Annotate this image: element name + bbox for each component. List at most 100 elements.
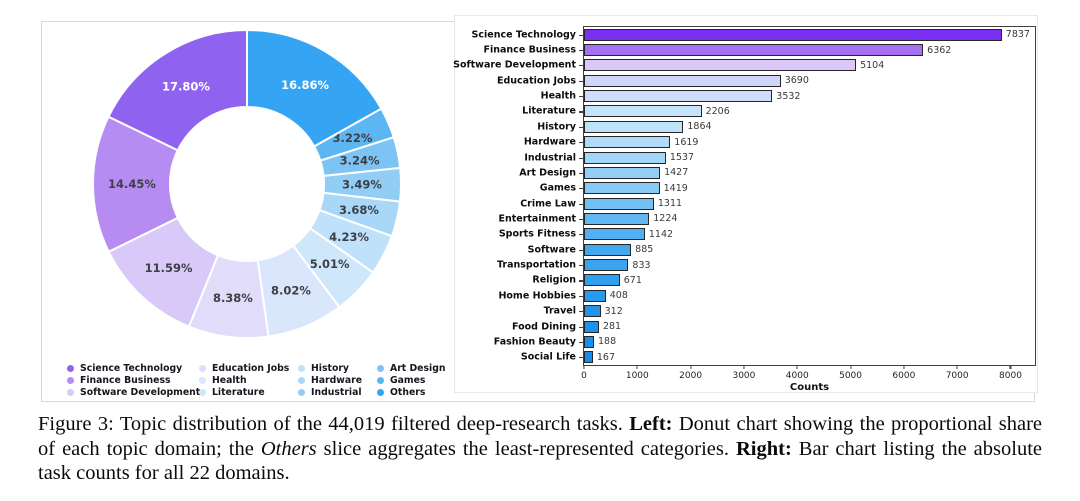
bar-value-label: 885 bbox=[635, 244, 654, 256]
caption-italic-text: Others bbox=[260, 437, 317, 460]
legend-label: Education Jobs bbox=[212, 362, 290, 374]
y-tick-mark bbox=[579, 265, 583, 267]
bar-row: History 1864 bbox=[537, 119, 1035, 134]
legend-swatch-icon bbox=[199, 389, 206, 397]
legend-item: Games bbox=[377, 374, 445, 386]
legend-swatch-icon bbox=[67, 389, 74, 397]
bar-value-label: 1537 bbox=[669, 152, 695, 164]
bar bbox=[584, 28, 1002, 41]
legend-label: Health bbox=[212, 375, 247, 387]
bar-value-label: 1311 bbox=[657, 198, 683, 210]
donut-slice-label: 4.23% bbox=[329, 230, 369, 244]
bar-value-label: 188 bbox=[598, 336, 617, 348]
bar bbox=[584, 305, 601, 318]
bar-value-label: 6362 bbox=[927, 44, 952, 56]
bar-row: Food Dining 281 bbox=[512, 319, 1035, 334]
bar-value-label: 1419 bbox=[663, 182, 688, 194]
bar-row: Health 3532 bbox=[541, 88, 1035, 103]
x-tick-label: 6000 bbox=[892, 371, 916, 381]
bar-category-label: Sports Fitness bbox=[498, 228, 576, 240]
caption-text: Figure 3: Topic distribution of the 44,0… bbox=[38, 413, 630, 435]
caption-text: slice aggregates the least-represented c… bbox=[316, 437, 736, 460]
bar-value-label: 281 bbox=[602, 321, 622, 332]
legend-column: Science Technology Finance Business Softwa… bbox=[67, 362, 200, 399]
bar bbox=[584, 74, 781, 87]
legend-column: Education Jobs Health Literature bbox=[199, 362, 289, 399]
legend-item: Art Design bbox=[377, 362, 445, 374]
legend-item: Health bbox=[199, 374, 289, 386]
bar bbox=[584, 197, 654, 210]
bar bbox=[584, 59, 857, 72]
bar-row: Transportation 833 bbox=[497, 257, 1035, 272]
bar-row: Literature 2206 bbox=[522, 104, 1035, 119]
bar bbox=[584, 351, 593, 364]
y-tick-mark bbox=[579, 218, 583, 221]
donut-slice-label: 16.86% bbox=[281, 78, 329, 92]
x-tick-label: 3000 bbox=[732, 371, 756, 381]
legend-item: Literature bbox=[199, 387, 289, 399]
x-tick-label: 0 bbox=[581, 371, 587, 381]
legend-label: Literature bbox=[212, 387, 265, 399]
x-axis-label: Counts bbox=[789, 382, 830, 393]
bar-category-label: Games bbox=[539, 182, 576, 194]
bar bbox=[584, 182, 660, 195]
y-tick-mark bbox=[579, 203, 583, 205]
x-tick-mark bbox=[850, 365, 852, 369]
caption-text: Donut chart showing the proportional sha… bbox=[38, 413, 1042, 460]
bar-row: Hardware 1619 bbox=[524, 135, 1035, 150]
bar-category-label: Industrial bbox=[524, 152, 576, 164]
legend-label: History bbox=[311, 362, 349, 374]
legend-label: Games bbox=[390, 375, 426, 387]
bar-category-label: Crime Law bbox=[520, 198, 576, 210]
y-tick-mark bbox=[579, 249, 583, 251]
donut-slice-label: 3.49% bbox=[342, 178, 382, 192]
bar-value-label: 1427 bbox=[664, 167, 689, 179]
legend-item: Finance Business bbox=[67, 374, 200, 386]
bar-row: Fashion Beauty 188 bbox=[494, 334, 1035, 349]
bar-row: Software Development 5104 bbox=[453, 58, 1035, 73]
bar-row: Education Jobs 3690 bbox=[497, 73, 1035, 88]
y-tick-mark bbox=[579, 65, 583, 67]
bar bbox=[584, 151, 666, 164]
y-tick-mark bbox=[579, 295, 583, 297]
x-tick-label: 4000 bbox=[785, 371, 809, 381]
bar-row: Entertainment 1224 bbox=[498, 211, 1035, 226]
donut-slice-label: 17.80% bbox=[162, 80, 210, 94]
bar-category-label: Transportation bbox=[496, 259, 576, 271]
caption-bold-text: Right: bbox=[736, 437, 792, 460]
bar-category-label: Entertainment bbox=[498, 213, 576, 225]
legend-item: Hardware bbox=[298, 374, 362, 386]
donut-slice-label: 3.24% bbox=[340, 153, 380, 167]
caption-text: Bar chart listing the absolute task coun… bbox=[38, 437, 1042, 485]
bar-category-label: Education Jobs bbox=[496, 75, 576, 87]
legend-swatch-icon bbox=[377, 389, 384, 397]
x-tick-mark bbox=[583, 365, 585, 369]
bar bbox=[584, 259, 629, 272]
bar-category-label: Home Hobbies bbox=[498, 290, 576, 302]
bar bbox=[584, 212, 650, 225]
legend-swatch-icon bbox=[199, 364, 206, 372]
bar-category-label: Literature bbox=[522, 105, 576, 117]
y-tick-mark bbox=[579, 280, 583, 282]
bar-value-label: 1142 bbox=[648, 228, 674, 240]
bar-row: Finance Business 6362 bbox=[484, 42, 1035, 57]
legend-label: Finance Business bbox=[80, 375, 171, 387]
legend-column: Art Design Games Others bbox=[377, 362, 445, 399]
x-tick-mark bbox=[743, 365, 745, 369]
legend-item: Others bbox=[377, 387, 445, 399]
x-tick-label: 1000 bbox=[625, 371, 649, 381]
x-tick-mark bbox=[796, 365, 798, 369]
bar-category-label: Travel bbox=[543, 305, 576, 317]
donut-chart: 17.80% 14.45% 11.59% 8.38% 8.02% 5.01% 4.23% 3.… bbox=[92, 29, 402, 339]
bar-value-label: 833 bbox=[632, 259, 651, 271]
donut-slice-label: 5.01% bbox=[310, 257, 350, 271]
bar-chart-axes: Science Technology 7837 Finance Business 63… bbox=[453, 26, 1036, 393]
bar-value-label: 671 bbox=[623, 274, 642, 286]
legend-label: Hardware bbox=[311, 375, 363, 387]
x-tick-label: 7000 bbox=[945, 371, 969, 381]
bar-value-label: 167 bbox=[596, 351, 616, 363]
legend-swatch-icon bbox=[199, 377, 206, 385]
bar-row: Religion 671 bbox=[532, 273, 1035, 288]
legend-label: Others bbox=[390, 387, 426, 399]
legend-column: History Hardware Industrial bbox=[298, 362, 362, 399]
